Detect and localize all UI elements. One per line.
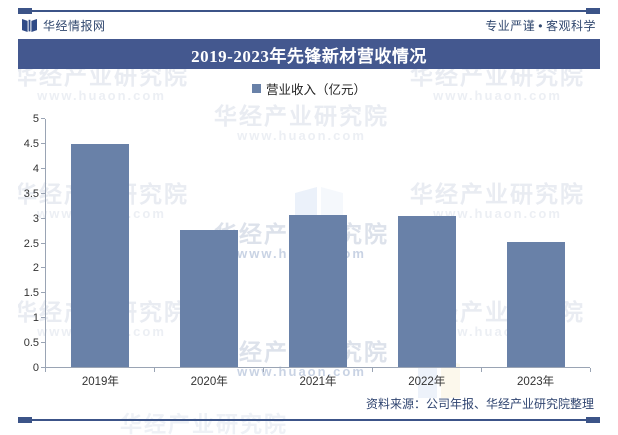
bar-slot: 2023年 — [481, 119, 590, 388]
bar[interactable] — [397, 216, 456, 367]
y-axis-tick-mark — [41, 317, 45, 319]
y-axis-tick-mark — [41, 217, 45, 219]
x-axis-line — [45, 367, 590, 368]
x-axis-tick-mark — [45, 368, 46, 372]
legend-swatch — [251, 84, 261, 93]
footer-watermark: 华经产业研究院 — [120, 412, 289, 435]
y-axis-tick-label: 5 — [32, 113, 39, 125]
page-title: 2019-2023年先锋新材营收情况 — [191, 46, 427, 66]
x-axis-tick-label: 2021年 — [299, 376, 337, 388]
y-axis-tick-label: 2.5 — [23, 237, 39, 250]
x-axis-tick-mark — [590, 368, 591, 372]
y-axis-tick-label: 4 — [32, 162, 39, 175]
y-axis-tick-label: 2 — [32, 262, 39, 275]
x-axis-tick-mark — [154, 368, 155, 372]
bar-slot: 2019年 — [46, 119, 155, 388]
header-tagline: 专业严谨 • 客观科学 — [485, 17, 596, 34]
x-axis-tick-label: 2023年 — [517, 376, 555, 388]
x-axis-tick-mark — [263, 368, 264, 372]
y-axis-tick-label: 0 — [32, 362, 39, 374]
bar-slot: 2021年 — [264, 119, 373, 388]
bar[interactable] — [71, 144, 130, 367]
x-axis-tick-mark — [372, 368, 373, 372]
y-axis-tick-mark — [41, 292, 45, 294]
chart-legend: 营业收入（亿元） — [18, 79, 600, 98]
x-axis-tick-label: 2020年 — [190, 376, 228, 388]
y-axis-tick-mark — [41, 167, 45, 169]
bar-series: 2019年 2020年 2021年 2022年 2023年 — [46, 119, 590, 388]
y-axis-tick-label: 3.5 — [23, 187, 39, 200]
tagline-left: 专业严谨 — [485, 18, 536, 33]
bar-slot: 2020年 — [155, 119, 264, 388]
brand: 华经情报网 — [22, 17, 106, 34]
bottom-divider — [18, 417, 600, 423]
y-axis-tick-mark — [41, 342, 45, 344]
y-axis-tick-mark — [41, 267, 45, 269]
top-divider — [18, 8, 600, 14]
y-axis-tick-label: 0.5 — [23, 337, 39, 350]
y-axis-tick-mark — [41, 142, 45, 144]
y-axis-tick-mark — [41, 367, 45, 368]
x-axis-tick-label: 2019年 — [81, 376, 119, 388]
source-note: 资料来源：公司年报、华经产业研究院整理 — [365, 397, 594, 411]
page-header: 华经情报网 专业严谨 • 客观科学 — [0, 12, 618, 38]
bar[interactable] — [506, 242, 565, 367]
y-axis-tick-mark — [41, 242, 45, 244]
chart-card: 华经产业研究院 www.huaon.com 华经产业研究院 www.huaon.… — [18, 69, 600, 398]
bar-slot: 2022年 — [372, 119, 481, 388]
brand-name: 华经情报网 — [43, 18, 106, 33]
chart-title-bar: 2019-2023年先锋新材营收情况 — [18, 39, 600, 69]
y-axis-tick-label: 1.5 — [23, 287, 39, 300]
bar[interactable] — [288, 215, 347, 367]
y-axis-tick-label: 3 — [32, 212, 39, 225]
y-axis-tick-mark — [41, 192, 45, 194]
tagline-dot: • — [538, 18, 543, 33]
y-axis-line — [45, 119, 46, 368]
x-axis-tick-label: 2022年 — [408, 376, 446, 388]
bar[interactable] — [180, 229, 239, 367]
y-axis-tick-mark — [41, 118, 45, 119]
y-axis-tick-label: 1 — [32, 312, 39, 325]
tagline-right: 客观科学 — [545, 18, 596, 33]
plot-area: 0 0.5 1 1.5 2 2.5 3 3.5 4 4.5 5 2019年 2020年 2021年 202… — [24, 113, 591, 388]
x-axis-tick-mark — [481, 368, 482, 372]
open-book-icon — [22, 18, 37, 32]
legend-label: 营业收入（亿元） — [265, 83, 366, 97]
y-axis-tick-label: 4.5 — [23, 137, 39, 150]
